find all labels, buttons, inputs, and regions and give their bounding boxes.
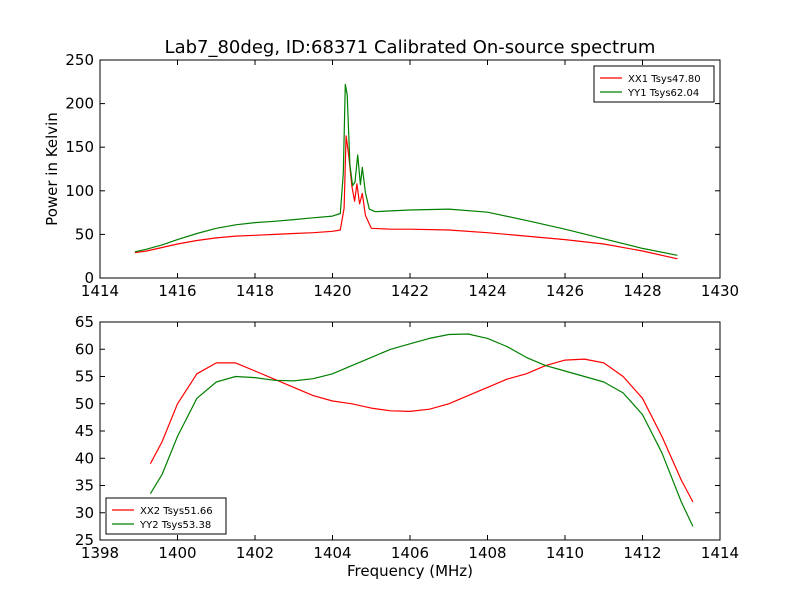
legend-label: XX1 Tsys47.80 [628, 74, 701, 85]
legend-label: YY2 Tsys53.38 [139, 520, 211, 531]
x-tick-label: 1430 [701, 282, 739, 300]
series-line-2 [149, 333, 694, 527]
top-plot: 1414 1416 1418 1420 1422 1424 1426 1428 1430 0 50 1… [65, 51, 739, 300]
y-tick-label: 45 [75, 422, 94, 440]
x-tick-label: 1426 [546, 282, 584, 300]
y-tick-label: 65 [75, 313, 94, 331]
bottom-plot: 1398 1400 1402 1404 1406 1408 1410 1412 1414 25 30… [75, 313, 739, 562]
x-tick-label: 1400 [158, 544, 196, 562]
y-tick-label: 150 [65, 138, 94, 156]
x-tick-label: 1410 [546, 544, 584, 562]
y-tick-label: 250 [65, 51, 94, 69]
x-tick-label: 1416 [158, 282, 196, 300]
y-tick-label: 40 [75, 449, 94, 467]
x-tick-label: 1420 [313, 282, 351, 300]
x-tick-label: 1398 [81, 544, 119, 562]
y-tick-label: 60 [75, 340, 94, 358]
legend-label: XX2 Tsys51.66 [140, 506, 213, 517]
x-tick-label: 1402 [236, 544, 274, 562]
x-tick-label: 1418 [236, 282, 274, 300]
x-tick-label: 1424 [468, 282, 506, 300]
series-line-2 [134, 83, 678, 256]
x-tick-label: 1414 [81, 282, 119, 300]
y-tick-label: 25 [75, 531, 94, 549]
bottom-xlabel: Frequency (MHz) [347, 562, 473, 580]
y-tick-label: 55 [75, 368, 94, 386]
y-tick-label: 100 [65, 182, 94, 200]
y-tick-label: 35 [75, 477, 94, 495]
series-line-1 [134, 135, 678, 260]
x-tick-label: 1428 [623, 282, 661, 300]
top-ylabel: Power in Kelvin [43, 112, 61, 226]
x-tick-label: 1412 [623, 544, 661, 562]
x-tick-label: 1414 [701, 544, 739, 562]
x-tick-label: 1404 [313, 544, 351, 562]
legend-box [105, 497, 227, 535]
y-tick-label: 50 [75, 395, 94, 413]
y-tick-label: 30 [75, 504, 94, 522]
legend-label: YY1 Tsys62.04 [627, 88, 699, 99]
figure-title: Lab7_80deg, ID:68371 Calibrated On-sourc… [165, 37, 656, 58]
y-tick-label: 200 [65, 95, 94, 113]
x-tick-label: 1422 [391, 282, 429, 300]
y-tick-label: 50 [75, 225, 94, 243]
x-tick-label: 1406 [391, 544, 429, 562]
y-tick-label: 0 [84, 269, 94, 287]
legend: XX2 Tsys51.66 YY2 Tsys53.38 [105, 497, 227, 535]
series-line-1 [149, 358, 694, 503]
x-tick-label: 1408 [468, 544, 506, 562]
legend-box [593, 65, 715, 103]
legend: XX1 Tsys47.80 YY1 Tsys62.04 [593, 65, 715, 103]
